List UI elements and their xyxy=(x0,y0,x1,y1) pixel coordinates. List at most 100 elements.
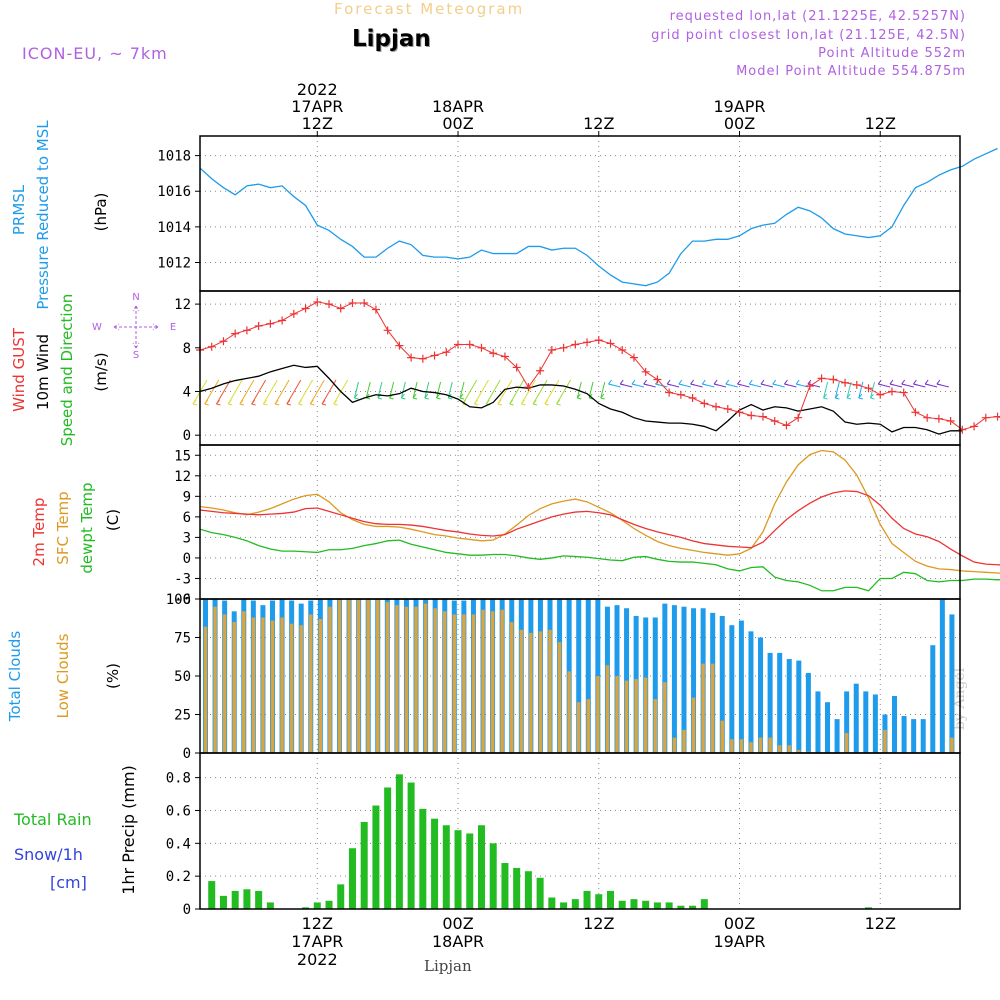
low-cloud-bar xyxy=(433,608,437,753)
wind-gust-marker xyxy=(266,319,275,328)
low-cloud-bar xyxy=(777,745,782,753)
wind-gust-marker xyxy=(829,375,838,384)
precip-bar xyxy=(560,902,568,909)
wind-barb-head xyxy=(889,379,895,386)
wind-gust-marker xyxy=(512,363,521,372)
wind-gust-marker xyxy=(289,309,298,318)
low-cloud-bar xyxy=(490,611,495,753)
low-cloud-bar xyxy=(567,671,571,753)
wind-barb-head xyxy=(784,379,789,386)
wind-barb-head xyxy=(877,379,883,386)
wind-gust-marker xyxy=(723,404,732,413)
low-cloud-bar xyxy=(232,622,236,753)
wind-gust-marker xyxy=(278,316,287,325)
low-cloud-bar xyxy=(797,749,801,753)
low-cloud-bar xyxy=(883,729,887,753)
precip-bar xyxy=(489,843,497,909)
low-cloud-bar xyxy=(222,614,227,753)
low-cloud-bar xyxy=(529,632,533,753)
wind-barb-head xyxy=(901,379,906,386)
wind-barb xyxy=(309,379,325,405)
precip-bar xyxy=(466,833,474,909)
y-tick-label: 75 xyxy=(174,631,191,647)
wind-barb xyxy=(497,379,513,405)
wind-barb-head xyxy=(619,379,625,386)
precip-bar xyxy=(313,902,321,909)
total-cloud-bar xyxy=(901,716,907,753)
snow-label: Snow/1h xyxy=(14,845,83,864)
wind-barb xyxy=(846,381,852,399)
low-cloud-bar xyxy=(203,626,208,753)
wind-barb-head xyxy=(631,379,637,386)
low-cloud-bar xyxy=(270,620,275,753)
low-cloud-bar xyxy=(557,642,562,753)
wind-barb xyxy=(262,379,278,405)
y-tick-label: 0 xyxy=(183,746,191,762)
wind-barb-head xyxy=(643,379,648,386)
low-cloud-bar xyxy=(643,677,648,753)
temp-unit-label: (C) xyxy=(104,509,122,531)
wind-gust-marker xyxy=(665,388,674,397)
wind-barb xyxy=(520,379,536,405)
wind-gust-marker xyxy=(219,337,228,346)
compass-south: S xyxy=(133,350,139,361)
precip-bar xyxy=(419,808,427,909)
total-cloud-bar xyxy=(786,659,792,753)
low-cloud-bar xyxy=(366,599,370,753)
low-cloud-bar xyxy=(442,611,447,753)
wind-barb-head xyxy=(858,393,863,400)
y-tick-label: 1016 xyxy=(157,184,191,200)
wind-gust-marker xyxy=(782,421,791,430)
low-cloud-bar xyxy=(356,599,361,753)
wind-gust-marker xyxy=(841,378,850,387)
precip-unit-label: 1hr Precip (mm) xyxy=(119,765,138,895)
wind-gust-marker xyxy=(489,349,498,358)
precip-bar xyxy=(653,902,661,909)
wind-barb xyxy=(412,381,418,399)
wind-direction-label: Speed and Direction xyxy=(58,294,76,447)
precip-bar xyxy=(325,900,333,909)
low-cloud-bar xyxy=(720,720,725,753)
precip-bar xyxy=(337,884,345,909)
wind-barb-head xyxy=(748,379,754,386)
wind-barb xyxy=(274,379,290,405)
temp-2m-line xyxy=(199,490,1000,566)
total-cloud-bar xyxy=(719,615,725,753)
precip-bar xyxy=(442,825,450,909)
wind-gust-marker xyxy=(348,299,357,308)
wind-barb xyxy=(485,379,501,405)
wind-barb-head xyxy=(251,399,256,406)
y-tick-label: 0.8 xyxy=(166,771,191,787)
precip-bar xyxy=(548,897,556,909)
wind-barb xyxy=(227,379,243,405)
wind-barb-head xyxy=(333,399,338,406)
time-label-top: 12Z xyxy=(302,114,333,133)
y-tick-label: 0.4 xyxy=(166,836,191,852)
total-cloud-bar xyxy=(872,694,878,753)
low-cloud-bar xyxy=(337,599,342,753)
wind-gust-marker xyxy=(547,345,556,354)
y-tick-label: 0.6 xyxy=(166,803,191,819)
wind-gust-marker xyxy=(770,416,779,425)
time-label-bottom: 12Z xyxy=(865,914,896,933)
y-tick-label: 100 xyxy=(166,592,191,608)
total-cloud-bar xyxy=(930,645,936,753)
total-cloud-bar xyxy=(652,617,658,753)
wind-barb-head xyxy=(424,393,429,400)
time-label-bottom: 19APR xyxy=(713,932,765,951)
total-cloud-bar xyxy=(758,637,764,753)
wind-barb xyxy=(474,379,489,405)
temp-dewpoint-label: dewpt Temp xyxy=(78,482,96,573)
wind-barb-head xyxy=(600,393,605,400)
wind-gust-marker xyxy=(641,367,650,376)
time-label-top: 00Z xyxy=(724,114,755,133)
low-cloud-bar xyxy=(586,699,591,753)
wind-gust-marker xyxy=(688,394,697,403)
precip-bar xyxy=(595,894,603,909)
total-cloud-bar xyxy=(853,683,859,753)
requested-coordinates: requested lon,lat (21.1225E, 42.5257N) xyxy=(669,9,966,24)
total-cloud-bar xyxy=(920,719,926,753)
precip-bar xyxy=(266,902,274,909)
y-tick-label: -3 xyxy=(174,571,191,587)
